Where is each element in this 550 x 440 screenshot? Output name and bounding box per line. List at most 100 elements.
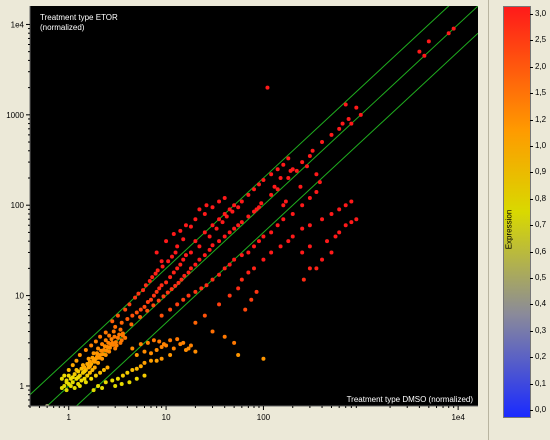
data-point (86, 356, 91, 361)
data-point (145, 340, 150, 345)
data-point (59, 376, 64, 381)
data-point (66, 368, 71, 373)
data-point (275, 223, 280, 228)
data-point (155, 268, 160, 273)
data-point (120, 333, 125, 338)
data-point (207, 234, 212, 239)
data-point (96, 346, 101, 351)
data-point (153, 271, 158, 276)
data-point (340, 121, 345, 126)
y-tick-label: 1 (20, 382, 25, 391)
colorbar-tick-label: 0,7 (535, 220, 547, 230)
data-point (300, 226, 305, 231)
data-point (186, 346, 191, 351)
data-point (99, 348, 104, 353)
data-point (98, 334, 103, 339)
data-point (157, 286, 162, 291)
data-point (232, 203, 237, 208)
data-point (62, 383, 67, 388)
data-point (217, 217, 222, 222)
data-point (224, 214, 229, 219)
colorbar-tick-label: 0,5 (535, 273, 547, 282)
data-point (269, 230, 274, 235)
data-point (164, 280, 169, 285)
data-point (230, 209, 235, 214)
data-point (246, 192, 251, 197)
data-point (138, 307, 143, 312)
data-point (254, 289, 259, 294)
data-point (349, 121, 354, 126)
data-point (138, 342, 143, 347)
data-point (127, 380, 132, 385)
data-point (118, 327, 123, 332)
data-point (349, 199, 354, 204)
y-tick-label: 10 (15, 292, 24, 301)
data-point (151, 338, 156, 343)
data-point (204, 203, 209, 208)
data-point (159, 313, 164, 318)
data-point (320, 257, 325, 262)
colorbar-tick-label: 0,9 (535, 167, 547, 177)
data-point (113, 324, 118, 329)
x-tick-label: 100 (257, 413, 271, 422)
data-point (222, 334, 227, 339)
data-point (164, 239, 169, 244)
data-point (129, 322, 134, 327)
data-point (169, 287, 174, 292)
data-point (100, 385, 105, 390)
data-point (110, 319, 115, 324)
data-point (236, 353, 241, 358)
x-tick-label: 10 (162, 413, 171, 422)
data-point (93, 373, 98, 378)
data-point (92, 359, 97, 364)
data-point (64, 380, 69, 385)
data-point (120, 373, 125, 378)
colorbar-tick-label: 1,5 (535, 88, 547, 98)
data-point (181, 297, 186, 302)
data-point (159, 344, 164, 349)
data-point (145, 308, 150, 313)
data-point (343, 223, 348, 228)
data-point (147, 278, 152, 283)
data-point (286, 239, 291, 244)
data-point (301, 277, 306, 282)
data-point (337, 230, 342, 235)
data-point (179, 277, 184, 282)
data-point (117, 332, 122, 337)
data-point (62, 373, 67, 378)
data-point (333, 234, 338, 239)
colorbar-tick-label: 0,1 (535, 378, 547, 388)
data-point (307, 154, 312, 159)
data-point (133, 295, 138, 300)
data-points (45, 26, 456, 406)
data-point (101, 352, 106, 357)
data-point (127, 302, 132, 307)
data-point (214, 226, 219, 231)
data-point (261, 234, 266, 239)
colorbar-tick-label: 3,0 (535, 9, 547, 18)
data-point (186, 293, 191, 298)
data-point (337, 207, 342, 212)
scatter-plot[interactable]: 1 10 100 1e4 1 10 100 1000 1e4 Treatment type ET… (0, 0, 488, 440)
data-point (329, 132, 334, 137)
data-point (154, 347, 159, 352)
x-tick-label: 1 (67, 413, 72, 422)
data-point (246, 250, 251, 255)
data-point (98, 370, 103, 375)
data-point (202, 253, 207, 258)
reference-lines (30, 6, 478, 406)
colorbar-tick-label: 1,0 (535, 141, 547, 150)
data-point (193, 320, 198, 325)
colorbar-tick-label: 2,5 (535, 35, 547, 45)
data-point (142, 360, 147, 365)
data-point (181, 237, 186, 242)
data-point (207, 247, 212, 252)
data-point (239, 277, 244, 282)
data-point (239, 253, 244, 258)
data-point (193, 289, 198, 294)
data-point (157, 339, 162, 344)
data-point (269, 192, 274, 197)
data-point (307, 223, 312, 228)
data-point (90, 355, 95, 360)
data-point (66, 373, 71, 378)
